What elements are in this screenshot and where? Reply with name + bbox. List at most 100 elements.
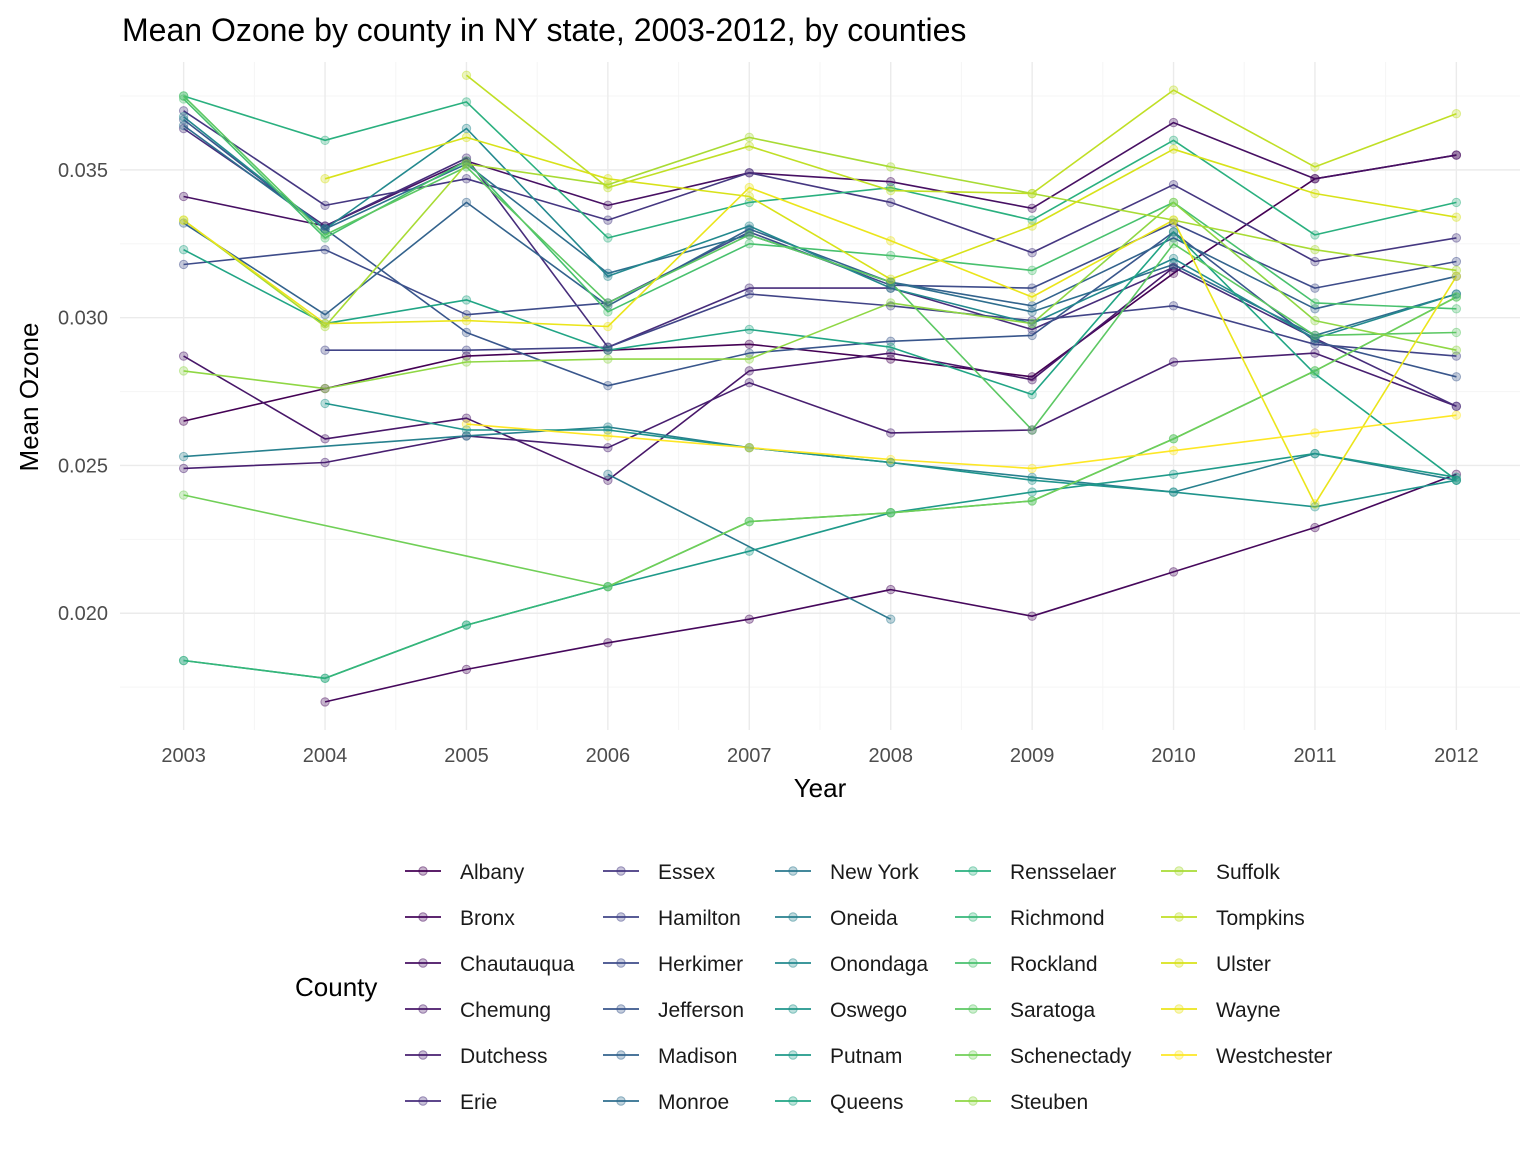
data-point: [320, 345, 330, 355]
data-point: [886, 182, 896, 193]
data-point: [603, 354, 613, 364]
legend-item: Oneida: [775, 907, 898, 930]
data-point: [1451, 197, 1462, 208]
data-point: [178, 123, 189, 134]
data-point: [603, 422, 613, 432]
data-point: [1027, 475, 1037, 485]
data-point: [461, 345, 472, 355]
data-point: [1310, 162, 1320, 172]
series-line: [183, 121, 1457, 227]
data-point: [1451, 292, 1462, 302]
data-point: [1451, 475, 1462, 485]
data-point: [320, 318, 330, 329]
data-point: [1027, 496, 1037, 506]
data-point: [1310, 448, 1320, 459]
data-point: [1310, 369, 1320, 379]
legend-key-point: [788, 958, 798, 968]
data-point: [744, 546, 754, 556]
data-point: [1310, 304, 1320, 314]
legend-item: Hamilton: [603, 907, 741, 930]
legend-key-point: [968, 1050, 978, 1060]
data-point: [603, 345, 613, 355]
legend-key-point: [616, 958, 626, 968]
legend-item: Richmond: [955, 907, 1105, 930]
data-point: [1168, 233, 1179, 243]
data-point: [603, 298, 613, 308]
data-point: [320, 221, 330, 231]
data-point: [320, 200, 330, 211]
data-point: [744, 182, 754, 193]
data-point: [744, 516, 754, 527]
data-point: [744, 239, 754, 249]
legend-label: Rockland: [1010, 953, 1098, 976]
data-point: [886, 614, 896, 624]
data-point: [603, 179, 613, 190]
data-point: [886, 348, 896, 358]
data-point: [1168, 262, 1179, 273]
data-point: [1451, 289, 1462, 299]
series-line: [183, 98, 1457, 313]
data-point: [1168, 567, 1179, 577]
legend-label: Monroe: [658, 1091, 729, 1114]
data-point: [1451, 233, 1462, 243]
data-point: [603, 638, 613, 648]
data-point: [886, 197, 896, 208]
data-point: [320, 174, 330, 184]
data-point: [744, 141, 754, 151]
legend-label: Queens: [830, 1091, 904, 1114]
data-point: [461, 197, 472, 208]
y-tick-label: 0.035: [58, 160, 108, 182]
data-point: [1168, 144, 1179, 154]
data-point: [744, 348, 754, 358]
data-point: [744, 289, 754, 299]
data-point: [1451, 265, 1462, 276]
legend-label: Oswego: [830, 999, 907, 1022]
legend-item: Chautauqua: [405, 953, 575, 976]
legend-label: Albany: [460, 861, 525, 884]
data-point: [603, 298, 613, 308]
data-point: [1310, 188, 1320, 199]
data-point: [178, 351, 189, 361]
data-point: [1310, 522, 1320, 533]
legend-item: Jefferson: [603, 999, 744, 1022]
data-point: [178, 215, 189, 225]
data-point: [603, 200, 613, 211]
legend-key-point: [418, 1096, 428, 1106]
data-point: [1027, 375, 1037, 385]
data-point: [744, 168, 754, 178]
data-point: [1310, 336, 1320, 347]
data-point: [320, 224, 330, 234]
series-line: [466, 414, 1457, 470]
data-point: [320, 398, 330, 409]
data-point: [1027, 215, 1037, 225]
data-point: [320, 383, 330, 394]
legend-label: Wayne: [1216, 999, 1281, 1022]
data-point: [603, 475, 613, 485]
series-line: [183, 95, 1457, 431]
data-point: [603, 307, 613, 317]
data-point: [320, 673, 330, 683]
data-point: [744, 168, 754, 178]
legend-item: Madison: [603, 1045, 737, 1068]
data-point: [178, 120, 189, 131]
data-point: [320, 230, 330, 240]
series-line: [183, 154, 1457, 422]
data-point: [1168, 117, 1179, 128]
data-point: [886, 298, 896, 308]
data-point: [744, 443, 754, 453]
data-point: [603, 215, 613, 225]
data-point: [1168, 259, 1179, 270]
legend-item: Rockland: [955, 953, 1098, 976]
data-point: [1310, 244, 1320, 255]
data-point: [744, 443, 754, 453]
data-point: [744, 377, 754, 388]
data-point: [1168, 487, 1179, 497]
x-tick-label: 2007: [727, 745, 772, 767]
data-point: [461, 159, 472, 169]
data-point: [320, 383, 330, 394]
data-point: [1168, 253, 1179, 264]
legend-label: New York: [830, 861, 919, 884]
data-point: [178, 655, 189, 666]
data-point: [886, 457, 896, 468]
data-point: [461, 295, 472, 305]
